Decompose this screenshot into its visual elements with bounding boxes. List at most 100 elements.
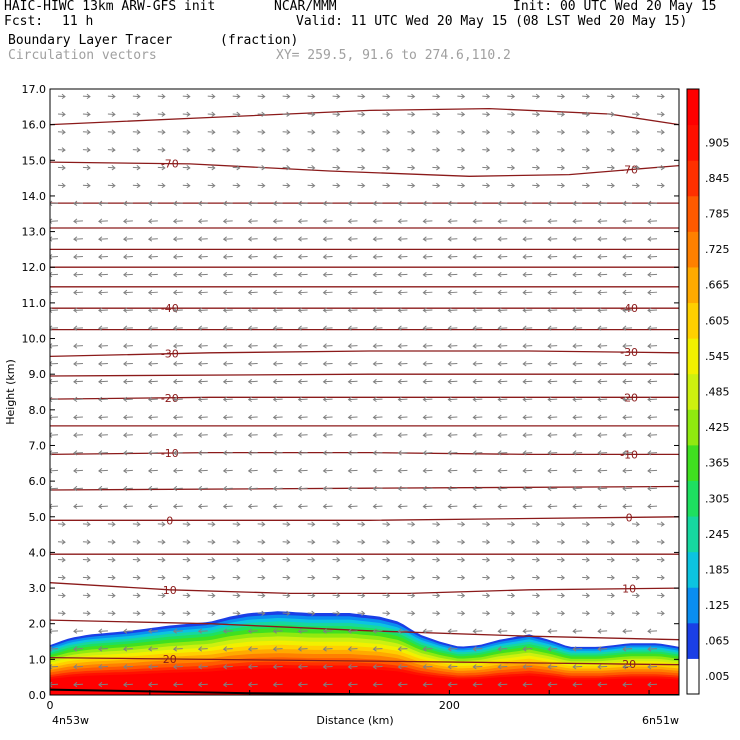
vector-arrow: [473, 256, 483, 258]
vector-arrowhead: [535, 557, 541, 563]
vector-arrowhead: [86, 539, 91, 545]
vector-arrowhead: [660, 147, 665, 153]
vector-arrowhead: [472, 485, 477, 492]
forecast-label: Fcst:: [4, 14, 44, 29]
vector-arrow: [623, 362, 633, 365]
vector-arrowhead: [322, 343, 327, 349]
y-tick-label: 5.0: [29, 511, 47, 524]
vector-arrowhead: [222, 236, 228, 242]
vector-arrow: [73, 309, 83, 312]
vector-arrow: [482, 612, 490, 615]
vector-arrowhead: [98, 236, 103, 242]
vector-arrowhead: [361, 592, 366, 599]
vector-arrow: [82, 559, 90, 561]
vector-arrow: [123, 273, 133, 276]
vector-arrow: [73, 487, 83, 490]
vector-arrow: [382, 541, 390, 543]
vector-arrowhead: [336, 539, 341, 545]
vector-arrow: [373, 238, 383, 240]
vector-arrowhead: [147, 361, 153, 367]
vector-arrow: [182, 184, 190, 187]
vector-arrow: [273, 220, 283, 222]
vector-arrow: [223, 238, 233, 240]
vector-arrowhead: [50, 361, 53, 367]
vector-arrowhead: [547, 218, 552, 224]
contour-label: -20: [161, 392, 179, 405]
vector-arrowhead: [222, 628, 228, 634]
vector-arrow: [323, 345, 333, 347]
vector-arrow: [623, 487, 633, 490]
vector-arrowhead: [98, 361, 103, 367]
vector-arrowhead: [660, 129, 665, 135]
vector-arrow: [348, 505, 358, 508]
vector-arrowhead: [222, 432, 228, 438]
vector-arrowhead: [522, 432, 527, 438]
vector-arrow: [232, 576, 240, 579]
vector-arrowhead: [311, 539, 316, 545]
vector-arrowhead: [472, 664, 477, 670]
vector-arrowhead: [547, 343, 552, 349]
vector-arrowhead: [297, 432, 302, 438]
vector-arrow: [607, 612, 615, 615]
vector-arrowhead: [347, 628, 352, 634]
vector-arrowhead: [397, 236, 402, 242]
vector-arrow: [348, 273, 358, 276]
vector-arrowhead: [647, 218, 652, 224]
vector-arrowhead: [361, 111, 366, 117]
vector-arrowhead: [222, 378, 228, 385]
vector-arrowhead: [585, 574, 590, 581]
y-axis: 0.01.02.03.04.05.06.07.08.09.010.011.012…: [22, 83, 679, 702]
vector-arrow: [656, 131, 665, 133]
vector-arrow: [623, 309, 633, 312]
vector-arrow: [82, 523, 90, 525]
vector-arrowhead: [522, 343, 527, 349]
vector-arrowhead: [322, 503, 327, 509]
vector-arrow: [82, 113, 90, 115]
vector-arrowhead: [397, 396, 402, 403]
tracer-field: [50, 611, 679, 695]
vector-arrow: [398, 452, 408, 454]
vector-arrowhead: [147, 396, 153, 403]
vector-arrowhead: [411, 592, 416, 599]
vector-arrowhead: [622, 378, 627, 385]
vector-arrowhead: [211, 610, 216, 616]
vector-arrowhead: [322, 325, 327, 331]
vector-arrowhead: [386, 165, 391, 171]
vector-arrow: [632, 131, 640, 133]
vector-arrowhead: [635, 182, 640, 189]
vector-arrow: [332, 541, 340, 543]
vector-arrowhead: [322, 485, 327, 492]
vector-arrowhead: [436, 93, 441, 100]
vector-arrowhead: [136, 129, 141, 135]
contour-label: -30: [620, 346, 638, 359]
vector-arrowhead: [261, 111, 266, 117]
vector-arrow: [656, 594, 665, 597]
vector-arrow: [298, 220, 308, 222]
vector-arrow: [348, 238, 358, 240]
vector-arrowhead: [372, 218, 377, 224]
vector-arrowhead: [236, 610, 241, 616]
vector-arrow: [73, 469, 83, 472]
vector-arrowhead: [347, 307, 352, 313]
vector-arrow: [598, 327, 608, 329]
vector-arrow: [548, 469, 558, 472]
vector-arrowhead: [236, 521, 241, 527]
vector-arrow: [82, 166, 90, 169]
vector-arrow: [548, 630, 558, 632]
x-axis-left-endpoint: 4n53w: [52, 714, 89, 727]
vector-arrowhead: [397, 307, 402, 313]
vector-arrow: [648, 273, 658, 276]
vector-arrowhead: [147, 271, 153, 278]
vector-arrow: [132, 113, 140, 115]
vector-arrowhead: [397, 664, 402, 670]
x-axis-right-endpoint: 6n51w: [642, 714, 679, 727]
vector-arrow: [357, 95, 365, 98]
vector-arrowhead: [161, 129, 166, 135]
contour-label: -10: [161, 447, 179, 460]
x-axis-label: Distance (km): [316, 714, 393, 727]
vector-arrow: [348, 452, 358, 454]
vector-arrowhead: [322, 646, 327, 652]
contour-line: [50, 350, 679, 358]
vector-arrow: [98, 202, 108, 205]
vector-arrowhead: [73, 396, 78, 403]
